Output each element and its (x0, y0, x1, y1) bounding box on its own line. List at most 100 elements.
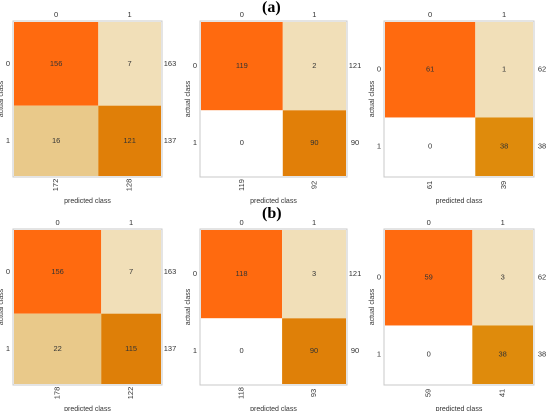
cell-value-r1-c1: 121 (123, 136, 136, 145)
x-axis-title: predicted class (436, 198, 483, 205)
cell-r1-c0 (14, 313, 102, 384)
col-total-1: 93 (309, 389, 318, 397)
col-total-0: 118 (237, 387, 246, 399)
y-axis-title: actual class (0, 80, 5, 117)
x-axis-title: predicted class (436, 406, 483, 411)
cell-value-r1-c1: 90 (310, 346, 318, 355)
confusion-matrix-4: 156 7 22 115 0 1 0 1 163 137 178 122 predicted class… (0, 218, 176, 411)
cell-value-r0-c0: 118 (236, 269, 248, 278)
cell-r0-c0 (201, 22, 283, 111)
cell-r1-c0 (201, 318, 283, 384)
section-label-a: (a) (262, 0, 281, 16)
cell-value-r1-c0: 16 (52, 136, 60, 145)
row-total-0: 62 (538, 273, 546, 282)
col-total-0: 119 (237, 179, 246, 191)
cell-value-r0-c1: 2 (312, 61, 316, 70)
col-total-1: 39 (499, 181, 508, 189)
row-label-1: 1 (193, 346, 197, 355)
col-label-0: 0 (427, 218, 431, 227)
cell-r1-c0 (201, 110, 283, 176)
col-label-1: 1 (129, 218, 133, 227)
confusion-matrix-6: 59 3 0 38 0 1 0 1 62 38 59 41 predicted class actual … (369, 218, 546, 411)
row-total-1: 38 (538, 350, 546, 359)
y-axis-title: actual class (369, 288, 376, 325)
cell-r0-c0 (201, 230, 283, 319)
cell-value-r1-c0: 0 (240, 138, 244, 147)
cell-r1-c1 (98, 105, 161, 176)
row-total-1: 90 (351, 346, 359, 355)
plot-frame (12, 20, 163, 178)
confusion-matrix-1: 156 7 16 121 0 1 0 1 163 137 172 128 predicted class… (0, 10, 176, 205)
cell-value-r0-c1: 3 (501, 273, 505, 282)
cell-r0-c1 (475, 22, 533, 118)
cell-value-r0-c0: 119 (236, 61, 248, 70)
row-total-1: 137 (164, 136, 177, 145)
cell-value-r1-c0: 0 (239, 346, 243, 355)
cell-value-r0-c1: 7 (128, 59, 132, 68)
cell-r0-c1 (282, 230, 346, 319)
confusion-matrix-5: 118 3 0 90 0 1 0 1 121 90 118 93 predicted class actu… (185, 218, 361, 411)
col-total-1: 92 (309, 181, 318, 189)
cell-r0-c0 (385, 230, 473, 326)
row-label-1: 1 (377, 350, 381, 359)
cell-r1-c1 (101, 313, 161, 384)
row-label-1: 1 (193, 138, 197, 147)
cell-value-r1-c1: 38 (500, 142, 508, 151)
cell-r0-c1 (98, 22, 161, 106)
plot-frame (383, 20, 535, 178)
cell-r1-c1 (472, 325, 533, 384)
cell-r0-c0 (14, 230, 102, 314)
cell-value-r0-c0: 59 (424, 273, 432, 282)
row-total-0: 163 (164, 59, 177, 68)
row-label-1: 1 (6, 344, 10, 353)
cell-r0-c1 (282, 22, 346, 111)
row-label-0: 0 (193, 269, 197, 278)
col-total-1: 128 (125, 179, 134, 192)
row-total-1: 90 (351, 138, 359, 147)
col-total-1: 122 (126, 387, 135, 400)
row-total-0: 163 (164, 267, 177, 276)
cell-r1-c1 (475, 117, 533, 176)
x-axis-title: predicted class (250, 406, 297, 411)
confusion-matrix-3: 61 1 0 38 0 1 0 1 62 38 61 39 predicted class actual … (369, 10, 546, 205)
cell-r1-c0 (385, 325, 473, 384)
cell-value-r0-c1: 3 (312, 269, 316, 278)
col-total-0: 61 (425, 181, 434, 189)
x-axis-title: predicted class (64, 198, 111, 205)
row-label-0: 0 (377, 273, 381, 282)
col-total-0: 59 (424, 389, 433, 397)
cell-r0-c1 (472, 230, 533, 326)
cell-r0-c0 (385, 22, 476, 118)
plot-frame (12, 228, 163, 386)
col-label-1: 1 (312, 218, 316, 227)
cell-value-r1-c1: 115 (125, 344, 137, 353)
y-axis-title: actual class (185, 288, 192, 325)
plot-frame (383, 228, 535, 386)
col-total-0: 178 (53, 387, 62, 400)
cell-value-r0-c0: 156 (51, 267, 64, 276)
cell-value-r1-c0: 22 (53, 344, 61, 353)
row-total-1: 137 (164, 344, 177, 353)
row-total-0: 121 (349, 61, 362, 70)
cell-value-r1-c1: 38 (498, 350, 506, 359)
row-total-0: 121 (349, 269, 362, 278)
col-label-0: 0 (428, 10, 432, 19)
cell-r1-c0 (14, 105, 99, 176)
row-label-1: 1 (6, 136, 10, 145)
row-label-0: 0 (377, 65, 381, 74)
cell-value-r0-c1: 1 (502, 65, 506, 74)
col-label-0: 0 (240, 10, 244, 19)
row-label-1: 1 (377, 142, 381, 151)
confusion-matrix-2: 119 2 0 90 0 1 0 1 121 90 119 92 predicted class actu… (185, 10, 361, 205)
row-label-0: 0 (6, 267, 10, 276)
cell-value-r1-c1: 90 (310, 138, 318, 147)
cell-r1-c0 (385, 117, 476, 176)
col-label-1: 1 (312, 10, 316, 19)
y-axis-title: actual class (0, 288, 5, 325)
cell-value-r1-c0: 0 (427, 350, 431, 359)
col-label-1: 1 (502, 10, 506, 19)
x-axis-title: predicted class (64, 406, 111, 411)
section-label-b: (b) (262, 205, 282, 222)
